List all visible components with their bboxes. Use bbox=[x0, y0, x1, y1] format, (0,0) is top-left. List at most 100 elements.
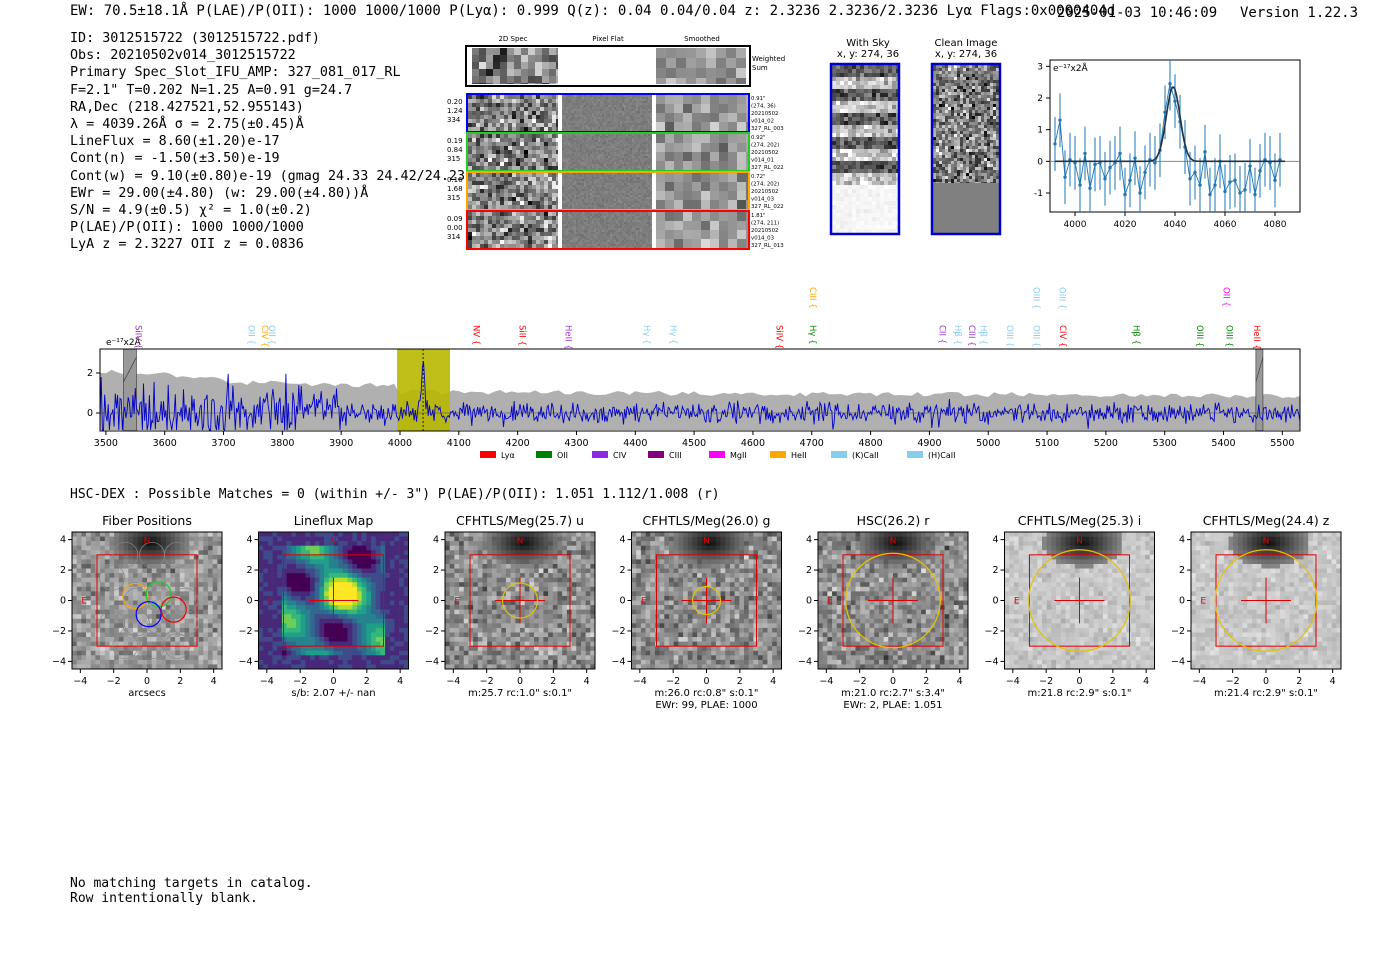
noise-pixel bbox=[602, 154, 604, 156]
cutout-row-side: v014_02 bbox=[751, 119, 774, 125]
noise-pixel bbox=[622, 240, 624, 242]
noise-pixel bbox=[500, 205, 504, 209]
noise-pixel bbox=[646, 203, 648, 205]
noise-pixel bbox=[544, 150, 548, 154]
noise-pixel bbox=[574, 127, 576, 129]
noise-pixel bbox=[612, 242, 614, 244]
noise-pixel bbox=[860, 177, 864, 181]
noise-pixel bbox=[856, 129, 860, 133]
noise-pixel bbox=[606, 195, 608, 197]
noise-pixel bbox=[844, 89, 848, 93]
noise-pixel bbox=[746, 104, 748, 113]
noise-pixel bbox=[624, 152, 626, 154]
noise-pixel bbox=[648, 199, 650, 201]
noise-pixel bbox=[574, 234, 576, 236]
noise-pixel bbox=[578, 129, 580, 131]
noise-pixel bbox=[590, 134, 592, 136]
noise-pixel bbox=[892, 193, 896, 197]
noise-pixel bbox=[592, 103, 594, 105]
noise-pixel bbox=[856, 173, 860, 177]
noise-pixel bbox=[562, 195, 564, 197]
noise-pixel bbox=[590, 181, 592, 183]
noise-pixel bbox=[578, 230, 580, 232]
noise-pixel bbox=[602, 246, 604, 248]
noise-pixel bbox=[638, 168, 640, 170]
noise-pixel bbox=[622, 156, 624, 158]
noise-pixel bbox=[528, 107, 532, 111]
noise-pixel bbox=[608, 107, 610, 109]
noise-pixel bbox=[564, 127, 566, 129]
noise-pixel bbox=[596, 246, 598, 248]
noise-pixel bbox=[872, 77, 876, 81]
noise-pixel bbox=[584, 127, 586, 129]
noise-pixel bbox=[564, 246, 566, 248]
noise-pixel bbox=[586, 156, 588, 158]
noise-pixel bbox=[674, 182, 683, 191]
noise-pixel bbox=[612, 216, 614, 218]
noise-pixel bbox=[630, 119, 632, 121]
noise-pixel bbox=[880, 89, 884, 93]
noise-pixel bbox=[484, 99, 488, 103]
noise-pixel bbox=[852, 193, 856, 197]
noise-pixel bbox=[524, 150, 528, 154]
noise-pixel bbox=[596, 236, 598, 238]
noise-pixel bbox=[864, 165, 868, 169]
noise-pixel bbox=[592, 142, 594, 144]
noise-pixel bbox=[616, 207, 618, 209]
noise-pixel bbox=[568, 164, 570, 166]
noise-pixel bbox=[640, 105, 642, 107]
noise-pixel bbox=[584, 193, 586, 195]
noise-pixel bbox=[584, 230, 586, 232]
noise-pixel bbox=[634, 103, 636, 105]
noise-pixel bbox=[594, 236, 596, 238]
noise-pixel bbox=[602, 181, 604, 183]
noise-pixel bbox=[572, 113, 574, 115]
noise-pixel bbox=[610, 125, 612, 127]
noise-pixel bbox=[574, 236, 576, 238]
noise-pixel bbox=[564, 115, 566, 117]
noise-pixel bbox=[600, 109, 602, 111]
noise-pixel bbox=[626, 242, 628, 244]
noise-pixel bbox=[606, 183, 608, 185]
noise-pixel bbox=[600, 142, 602, 144]
noise-pixel bbox=[640, 185, 642, 187]
noise-pixel bbox=[582, 105, 584, 107]
noise-pixel bbox=[624, 238, 626, 240]
noise-pixel bbox=[632, 123, 634, 125]
noise-pixel bbox=[592, 183, 594, 185]
noise-pixel bbox=[616, 156, 618, 158]
noise-pixel bbox=[604, 99, 606, 101]
noise-pixel bbox=[624, 168, 626, 170]
noise-pixel bbox=[570, 152, 572, 154]
noise-pixel bbox=[590, 185, 592, 187]
noise-pixel bbox=[566, 134, 568, 136]
noise-pixel bbox=[836, 157, 840, 161]
noise-pixel bbox=[566, 203, 568, 205]
noise-pixel bbox=[610, 134, 612, 136]
noise-pixel bbox=[642, 216, 644, 218]
noise-pixel bbox=[507, 48, 514, 55]
noise-pixel bbox=[852, 141, 856, 145]
noise-pixel bbox=[572, 234, 574, 236]
noise-pixel bbox=[892, 169, 896, 173]
noise-pixel bbox=[594, 121, 596, 123]
noise-pixel bbox=[532, 185, 536, 189]
noise-pixel bbox=[610, 148, 612, 150]
noise-pixel bbox=[582, 166, 584, 168]
noise-pixel bbox=[614, 152, 616, 154]
noise-pixel bbox=[648, 218, 650, 220]
noise-pixel bbox=[606, 185, 608, 187]
noise-pixel bbox=[500, 111, 504, 115]
noise-pixel bbox=[614, 121, 616, 123]
noise-pixel bbox=[548, 236, 552, 240]
noise-pixel bbox=[622, 193, 624, 195]
noise-pixel bbox=[588, 242, 590, 244]
noise-pixel bbox=[638, 191, 640, 193]
noise-pixel bbox=[590, 236, 592, 238]
noise-pixel bbox=[646, 224, 648, 226]
noise-pixel bbox=[612, 185, 614, 187]
noise-pixel bbox=[638, 195, 640, 197]
noise-pixel bbox=[536, 201, 540, 205]
noise-pixel bbox=[892, 73, 896, 77]
noise-pixel bbox=[532, 205, 536, 209]
